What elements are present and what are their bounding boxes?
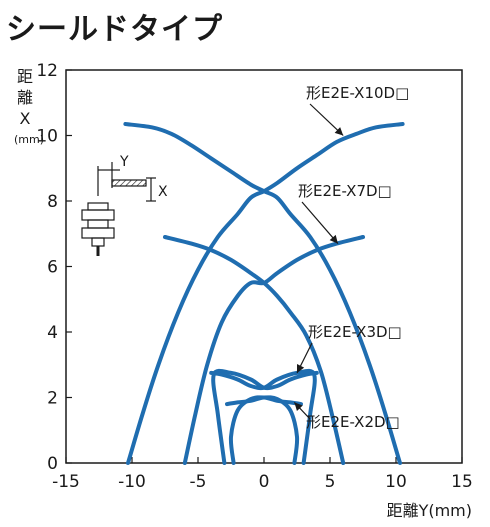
diagram-sensor-nut-upper bbox=[81, 209, 115, 221]
diagram-sensor-body bbox=[87, 219, 109, 229]
y-tick-label: 4 bbox=[47, 323, 58, 343]
series-curve-4-mirror bbox=[225, 395, 300, 465]
series-label: 形E2E-X3D□ bbox=[308, 323, 402, 341]
series-label-arrowhead bbox=[294, 402, 303, 411]
y-tick-label: 10 bbox=[36, 127, 58, 147]
x-tick-label: 15 bbox=[451, 472, 473, 492]
series-labels-layer: 形E2E-X10D□ 形E2E-X7D□ 形E2E-X3D□ 形E2E-X2D□ bbox=[293, 84, 409, 431]
diagram-sensor-nut-lower bbox=[81, 227, 115, 239]
series-label: 形E2E-X10D□ bbox=[306, 84, 409, 102]
x-axis-label: 距離Y(mm) bbox=[386, 501, 472, 520]
diagram-target-plate bbox=[111, 179, 147, 187]
y-axis-label: 距 離 X (mm) bbox=[14, 66, 44, 150]
series-curve-1 bbox=[126, 122, 405, 465]
x-tick-label: 0 bbox=[259, 472, 270, 492]
series-curve-1-mirror bbox=[123, 122, 402, 465]
y-tick-label: 12 bbox=[36, 61, 58, 81]
y-tick-label: 2 bbox=[47, 389, 58, 409]
diagram-sensor-tail bbox=[91, 237, 105, 247]
plot-frame bbox=[65, 69, 463, 464]
ticks-layer: -15 -10 -5 0 5 10 15 0 2 4 6 8 10 12 bbox=[36, 61, 472, 492]
diagram-label-y: Y bbox=[119, 154, 129, 170]
x-tick-label: 5 bbox=[325, 472, 336, 492]
x-tick-label: 10 bbox=[385, 472, 407, 492]
series-label-leader bbox=[301, 201, 339, 244]
series-label: 形E2E-X2D□ bbox=[306, 413, 400, 431]
series-label-arrowhead bbox=[329, 234, 338, 244]
series-curve-3-mirror bbox=[209, 368, 317, 465]
diagram-sensor-head bbox=[87, 202, 109, 211]
y-tick-label: 0 bbox=[47, 454, 58, 474]
series-curve-2-mirror bbox=[163, 235, 346, 465]
x-tick-label: -15 bbox=[52, 472, 80, 492]
sensor-setup-diagram bbox=[81, 162, 156, 256]
diagram-label-x: X bbox=[158, 184, 168, 200]
y-axis-label-char: 距 bbox=[16, 67, 33, 86]
series-label-arrowhead bbox=[334, 127, 344, 136]
x-tick-label: -5 bbox=[190, 472, 207, 492]
y-axis-label-char: X bbox=[19, 109, 31, 128]
series-curve-3 bbox=[211, 368, 319, 465]
y-tick-label: 8 bbox=[47, 192, 58, 212]
series-curve-2 bbox=[182, 235, 365, 465]
page-title: シールドタイプ bbox=[6, 12, 223, 47]
x-tick-label: -10 bbox=[118, 472, 146, 492]
y-axis-label-char: 離 bbox=[16, 88, 33, 107]
y-tick-label: 6 bbox=[47, 258, 58, 278]
curves-layer bbox=[123, 122, 405, 465]
series-label: 形E2E-X7D□ bbox=[298, 182, 392, 200]
series-label-arrowhead bbox=[297, 363, 305, 373]
